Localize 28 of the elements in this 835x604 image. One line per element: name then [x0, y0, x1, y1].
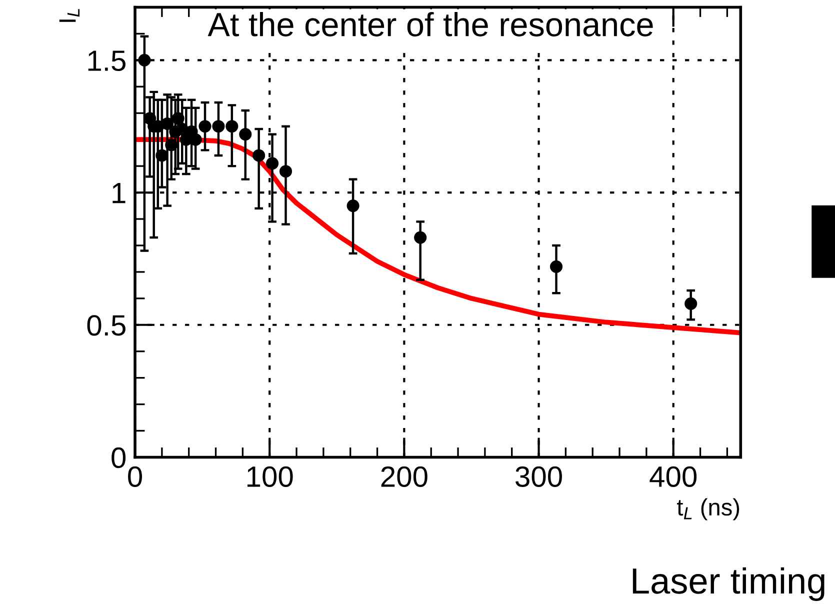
point	[212, 120, 225, 133]
point	[156, 149, 168, 162]
y-tick-label: 0	[112, 447, 126, 468]
x-tick-label: 300	[516, 466, 562, 487]
x-tick-label: 200	[381, 466, 428, 487]
y-axis-title: I$_{L}$	[59, 9, 80, 22]
x-axis-title: t$_{L}$ (ns)	[677, 498, 740, 520]
point	[346, 199, 360, 212]
point	[138, 54, 151, 66]
annotation: At the center of the resonance	[208, 12, 653, 36]
y-tick-label: 1.5	[88, 50, 126, 72]
point	[198, 120, 212, 133]
point	[414, 231, 427, 244]
text: Laser timing	[632, 567, 824, 601]
point	[226, 120, 238, 133]
point	[172, 112, 184, 125]
point	[550, 260, 563, 273]
point	[252, 149, 266, 162]
point	[684, 297, 698, 310]
y-tick-label: 0.5	[87, 315, 126, 336]
point	[279, 165, 292, 178]
point	[266, 157, 279, 170]
point	[165, 138, 178, 152]
x-tick-label: 100	[248, 466, 293, 487]
x-tick-label: 400	[650, 466, 697, 487]
x-tick-label: 0	[128, 466, 142, 487]
point	[239, 128, 252, 141]
y-tick-label: 1	[112, 183, 126, 204]
